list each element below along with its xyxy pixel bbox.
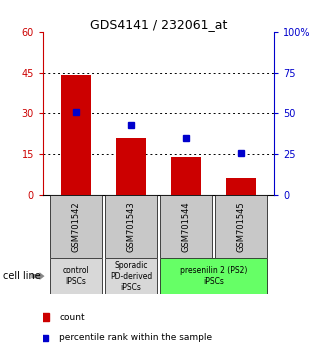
Text: cell line: cell line [3,271,41,281]
Bar [50,195,102,258]
Bar [105,195,157,258]
Bar [116,138,146,195]
Bar [61,75,91,195]
Text: count: count [59,313,85,322]
Text: presenilin 2 (PS2)
iPSCs: presenilin 2 (PS2) iPSCs [180,266,247,286]
Text: GSM701544: GSM701544 [182,201,190,252]
Bar [215,195,267,258]
Title: GDS4141 / 232061_at: GDS4141 / 232061_at [90,18,227,31]
Text: GSM701543: GSM701543 [126,201,135,252]
Bar [50,258,102,294]
Text: control
IPSCs: control IPSCs [62,266,89,286]
Bar [226,178,256,195]
Bar [160,195,212,258]
Bar [160,258,267,294]
Text: GSM701542: GSM701542 [71,201,81,252]
Text: percentile rank within the sample: percentile rank within the sample [59,333,212,342]
Bar [105,258,157,294]
Text: Sporadic
PD-derived
iPSCs: Sporadic PD-derived iPSCs [110,261,152,292]
Text: GSM701545: GSM701545 [236,201,246,252]
Bar [171,157,201,195]
